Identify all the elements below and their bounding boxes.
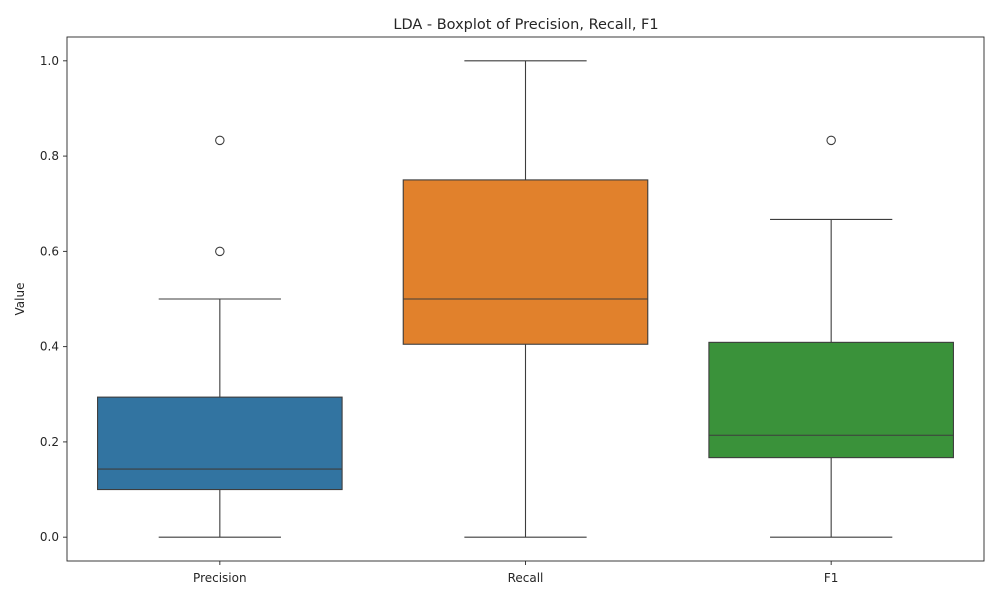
y-tick-label: 0.0 [40,530,59,544]
y-tick-label: 0.4 [40,340,59,354]
x-tick-label: Precision [193,571,247,585]
precision-box [97,396,343,491]
x-tick-label: F1 [824,571,839,585]
y-axis-title: Value [13,283,27,316]
y-tick-label: 0.6 [40,244,59,258]
plot-area: 0.0 0.2 0.4 0.6 0.8 1.0 Precision Recall F1 [40,36,985,585]
f1-outlier-point [826,135,836,146]
precision-outlier-point [215,135,225,146]
y-tick-label: 0.8 [40,149,59,163]
plot-frame [66,36,985,562]
f1-box [708,341,954,459]
y-tick-label: 1.0 [40,54,59,68]
y-tick-label: 0.2 [40,435,59,449]
chart-title: LDA - Boxplot of Precision, Recall, F1 [393,17,658,33]
precision-outlier-point [215,246,225,257]
x-tick-label: Recall [508,571,544,585]
recall-box [402,179,649,345]
